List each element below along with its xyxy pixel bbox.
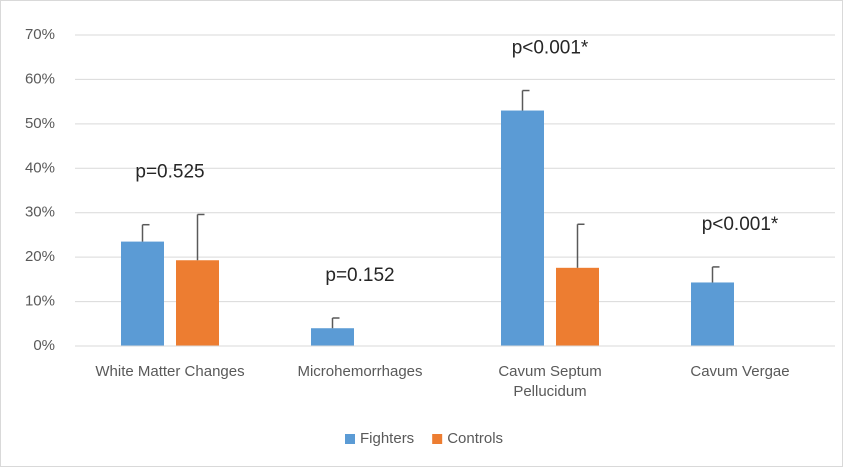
bar: [176, 260, 219, 346]
bar: [691, 282, 734, 346]
y-tick-label: 70%: [25, 26, 55, 43]
annotation: p<0.001*: [702, 214, 779, 235]
annotation: p<0.001*: [512, 38, 589, 59]
error-bar: [711, 266, 720, 283]
x-tick-label: Microhemorrhages: [297, 363, 423, 380]
error-bar: [196, 213, 205, 261]
x-tick-label: Cavum Septum Pellucidum: [498, 363, 602, 400]
legend-label: Controls: [447, 430, 503, 447]
y-tick-label: 50%: [25, 115, 55, 132]
annotation: p=0.152: [325, 265, 394, 286]
error-bar: [141, 223, 150, 242]
legend-label: Fighters: [360, 430, 414, 447]
x-tick-label: Cavum Vergae: [690, 363, 790, 380]
y-tick-label: 20%: [25, 248, 55, 265]
annotation: p=0.525: [135, 162, 204, 183]
error-bar: [521, 89, 530, 111]
legend-swatch: [345, 434, 355, 444]
y-tick-label: 0%: [33, 337, 55, 354]
bar: [311, 328, 354, 346]
error-bar: [331, 317, 340, 329]
bar: [501, 110, 544, 347]
y-tick-label: 10%: [25, 293, 55, 310]
y-tick-label: 60%: [25, 70, 55, 87]
y-tick-label: 30%: [25, 204, 55, 221]
error-bar: [576, 223, 585, 268]
bar: [121, 241, 164, 346]
x-tick-label: White Matter Changes: [95, 363, 245, 380]
y-tick-label: 40%: [25, 159, 55, 176]
legend-swatch: [432, 434, 443, 444]
bar: [556, 267, 599, 346]
